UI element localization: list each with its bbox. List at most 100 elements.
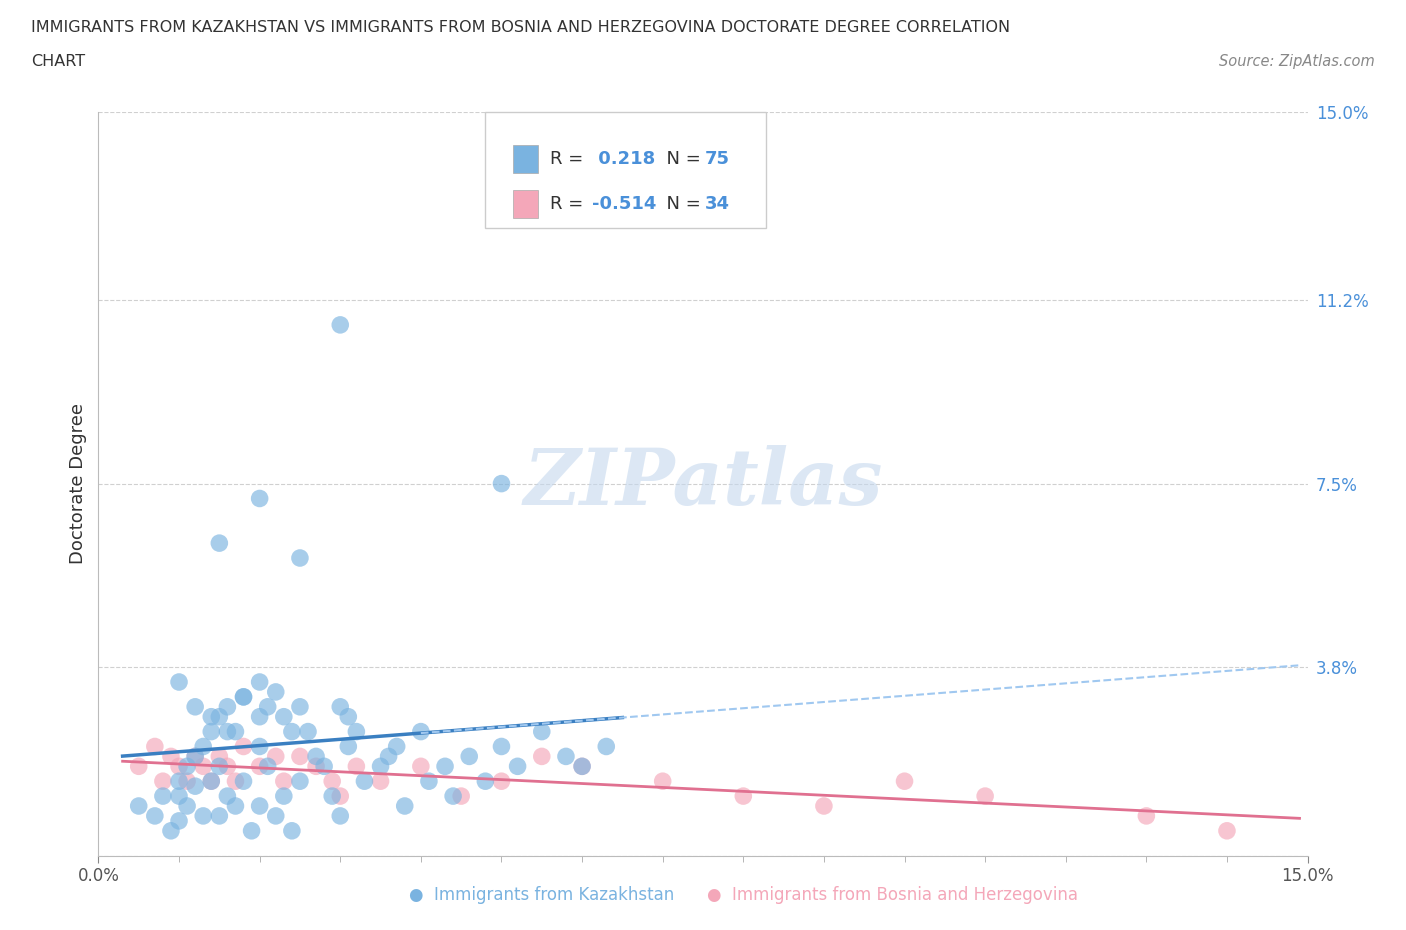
Point	[571, 759, 593, 774]
Point	[297, 724, 319, 739]
Point	[224, 799, 246, 814]
Point	[370, 774, 392, 789]
Point	[974, 789, 997, 804]
Point	[370, 759, 392, 774]
Point	[232, 689, 254, 704]
Point	[434, 759, 457, 774]
Point	[264, 749, 287, 764]
Point	[224, 774, 246, 789]
Point	[450, 789, 472, 804]
Point	[273, 774, 295, 789]
Point	[249, 799, 271, 814]
Point	[491, 739, 513, 754]
Point	[305, 749, 328, 764]
Point	[288, 774, 311, 789]
Point	[329, 317, 352, 332]
Point	[152, 774, 174, 789]
Text: R =: R =	[550, 150, 589, 168]
Point	[256, 759, 278, 774]
Point	[264, 808, 287, 823]
Point	[595, 739, 617, 754]
Point	[176, 759, 198, 774]
Text: N =: N =	[655, 195, 707, 213]
Point	[160, 823, 183, 838]
Text: R =: R =	[550, 195, 589, 213]
Y-axis label: Doctorate Degree: Doctorate Degree	[69, 403, 87, 565]
Point	[1216, 823, 1239, 838]
Point	[143, 739, 166, 754]
Point	[305, 759, 328, 774]
Point	[385, 739, 408, 754]
Point	[249, 491, 271, 506]
Point	[441, 789, 464, 804]
Point	[344, 724, 367, 739]
Point	[409, 724, 432, 739]
Text: N =: N =	[655, 150, 707, 168]
Text: IMMIGRANTS FROM KAZAKHSTAN VS IMMIGRANTS FROM BOSNIA AND HERZEGOVINA DOCTORATE D: IMMIGRANTS FROM KAZAKHSTAN VS IMMIGRANTS…	[31, 20, 1010, 35]
Point	[184, 699, 207, 714]
Point	[329, 789, 352, 804]
Point	[281, 823, 304, 838]
Point	[249, 739, 271, 754]
Point	[193, 759, 215, 774]
Point	[200, 710, 222, 724]
Point	[249, 759, 271, 774]
Text: 75: 75	[704, 150, 730, 168]
Text: 0.218: 0.218	[592, 150, 655, 168]
Point	[491, 476, 513, 491]
Point	[273, 789, 295, 804]
Point	[264, 684, 287, 699]
Point	[167, 759, 190, 774]
Point	[733, 789, 755, 804]
Point	[321, 789, 343, 804]
Point	[217, 789, 239, 804]
Point	[651, 774, 673, 789]
Point	[314, 759, 336, 774]
Point	[321, 774, 343, 789]
Point	[893, 774, 915, 789]
Point	[337, 739, 360, 754]
Point	[208, 710, 231, 724]
Point	[474, 774, 496, 789]
Point	[418, 774, 440, 789]
Point	[193, 739, 215, 754]
Text: 34: 34	[704, 195, 730, 213]
Point	[184, 749, 207, 764]
Point	[377, 749, 399, 764]
Point	[458, 749, 481, 764]
Point	[394, 799, 416, 814]
Point	[208, 536, 231, 551]
Point	[353, 774, 375, 789]
Point	[152, 789, 174, 804]
Point	[208, 808, 231, 823]
Point	[530, 749, 553, 764]
Point	[329, 808, 352, 823]
Point	[184, 749, 207, 764]
Point	[530, 724, 553, 739]
Point	[288, 551, 311, 565]
Point	[167, 814, 190, 829]
Point	[571, 759, 593, 774]
Point	[208, 749, 231, 764]
Point	[184, 778, 207, 793]
Point	[224, 724, 246, 739]
Point	[256, 699, 278, 714]
Point	[329, 699, 352, 714]
Point	[167, 774, 190, 789]
Point	[217, 759, 239, 774]
Point	[128, 799, 150, 814]
Point	[232, 774, 254, 789]
Point	[288, 699, 311, 714]
Point	[249, 710, 271, 724]
Point	[409, 759, 432, 774]
Point	[1135, 808, 1157, 823]
Text: CHART: CHART	[31, 54, 84, 69]
Point	[281, 724, 304, 739]
Text: ●  Immigrants from Bosnia and Herzegovina: ● Immigrants from Bosnia and Herzegovina	[707, 886, 1078, 904]
Point	[506, 759, 529, 774]
Text: -0.514: -0.514	[592, 195, 657, 213]
Point	[167, 789, 190, 804]
Point	[337, 710, 360, 724]
Point	[193, 808, 215, 823]
Point	[167, 674, 190, 689]
